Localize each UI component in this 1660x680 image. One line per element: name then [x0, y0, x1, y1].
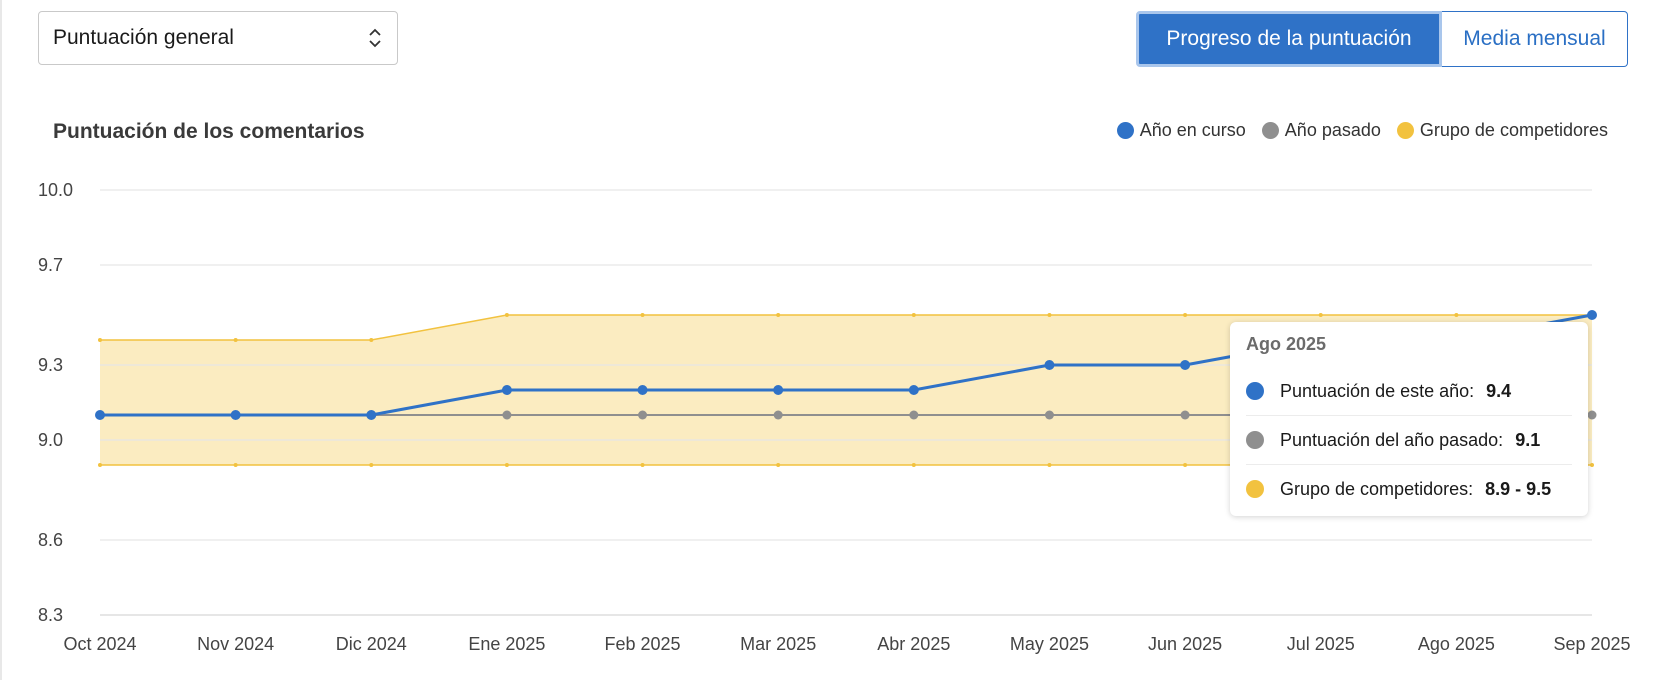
competitor-upper-point: [911, 313, 916, 317]
chevron-up-down-icon: [369, 28, 381, 48]
current-year-point: [230, 410, 241, 420]
x-tick-label: May 2025: [1010, 634, 1089, 654]
competitor-lower-point: [776, 463, 781, 467]
competitor-upper-point: [776, 313, 781, 317]
chart-title: Puntuación de los comentarios: [53, 120, 365, 143]
legend-label-current: Año en curso: [1139, 120, 1246, 140]
competitor-upper-point: [233, 338, 238, 342]
x-tick-label: Jun 2025: [1148, 634, 1222, 654]
tooltip-dot-last: [1246, 431, 1264, 449]
tooltip-label-current: Puntuación de este año:: [1280, 380, 1475, 401]
x-tick-label: Jul 2025: [1287, 634, 1355, 654]
monthly-average-button[interactable]: Media mensual: [1442, 11, 1628, 67]
y-tick-label: 9.3: [38, 355, 63, 375]
y-tick-label: 9.0: [38, 430, 63, 450]
tooltip-row-competitors: Grupo de competidores: 8.9 - 9.5: [1246, 465, 1572, 513]
tooltip-row-last: Puntuación del año pasado: 9.1: [1246, 416, 1572, 465]
current-year-point: [908, 385, 919, 395]
current-year-point: [637, 385, 648, 395]
y-tick-label: 10.0: [38, 180, 73, 200]
competitor-lower-point: [233, 463, 238, 467]
tooltip-value-competitors: 8.9 - 9.5: [1485, 478, 1552, 499]
last-year-point: [638, 410, 648, 420]
last-year-point: [773, 410, 783, 420]
last-year-point: [502, 410, 512, 420]
y-tick-label: 8.6: [38, 530, 63, 550]
x-tick-label: Ene 2025: [468, 634, 545, 654]
competitor-upper-point: [504, 313, 509, 317]
last-year-point: [909, 410, 919, 420]
score-progress-button[interactable]: Progreso de la puntuación: [1136, 11, 1442, 67]
tooltip-value-last: 9.1: [1515, 429, 1541, 450]
competitor-lower-point: [98, 463, 102, 467]
current-year-point: [366, 410, 377, 420]
competitor-lower-point: [369, 463, 374, 467]
competitor-lower-point: [911, 463, 916, 467]
x-tick-label: Ago 2025: [1418, 634, 1495, 654]
competitor-upper-point: [1047, 313, 1052, 317]
x-tick-label: Abr 2025: [877, 634, 950, 654]
competitor-upper-line: [100, 314, 1592, 341]
x-tick-label: Sep 2025: [1553, 634, 1630, 654]
tooltip-value-current: 9.4: [1486, 380, 1512, 401]
y-tick-label: 9.7: [38, 255, 63, 275]
score-type-value: Puntuación general: [53, 26, 234, 49]
x-tick-label: Nov 2024: [197, 634, 274, 654]
legend-item-last[interactable]: Año pasado: [1261, 120, 1381, 141]
chart-legend: Año en curso Año pasado Grupo de competi…: [1101, 120, 1608, 141]
last-year-point: [1044, 410, 1054, 420]
legend-dot-current: [1116, 122, 1134, 139]
legend-dot-last: [1261, 122, 1279, 139]
last-year-point: [1587, 410, 1597, 420]
competitor-lower-point: [504, 463, 509, 467]
tooltip-row-current: Puntuación de este año: 9.4: [1246, 367, 1572, 416]
competitor-upper-point: [1454, 313, 1459, 317]
view-toggle: Progreso de la puntuación Media mensual: [1136, 11, 1628, 67]
legend-item-competitors[interactable]: Grupo de competidores: [1396, 120, 1608, 141]
y-tick-label: 8.3: [38, 605, 63, 625]
competitor-upper-point: [1318, 313, 1323, 317]
x-tick-label: Dic 2024: [336, 634, 407, 654]
current-year-point: [1180, 360, 1191, 370]
legend-label-competitors: Grupo de competidores: [1419, 120, 1608, 140]
competitor-upper-point: [1183, 313, 1188, 317]
current-year-point: [95, 410, 105, 420]
x-tick-label: Mar 2025: [740, 634, 816, 654]
legend-item-current[interactable]: Año en curso: [1116, 120, 1246, 141]
score-type-select[interactable]: Puntuación general: [38, 11, 398, 65]
tooltip-title: Ago 2025: [1246, 334, 1327, 354]
x-tick-label: Feb 2025: [605, 634, 681, 654]
competitor-lower-point: [1183, 463, 1188, 467]
competitor-lower-point: [1047, 463, 1052, 467]
competitor-lower-point: [1590, 463, 1594, 467]
legend-label-last: Año pasado: [1284, 120, 1381, 140]
panel-edge: [0, 0, 2, 680]
legend-dot-competitors: [1396, 122, 1414, 139]
competitor-upper-point: [369, 338, 374, 342]
tooltip-label-competitors: Grupo de competidores:: [1280, 478, 1474, 499]
tooltip-dot-current: [1246, 382, 1264, 400]
last-year-point: [1180, 410, 1190, 420]
current-year-point: [1044, 360, 1055, 370]
competitor-upper-point: [98, 338, 102, 342]
chart-tooltip: Ago 2025 Puntuación de este año: 9.4 Pun…: [1230, 322, 1588, 516]
current-year-point: [1587, 310, 1597, 320]
x-tick-label: Oct 2024: [63, 634, 136, 654]
tooltip-dot-competitors: [1246, 480, 1264, 498]
current-year-point: [501, 385, 512, 395]
competitor-lower-point: [640, 463, 645, 467]
tooltip-label-last: Puntuación del año pasado:: [1280, 429, 1504, 450]
current-year-point: [773, 385, 784, 395]
competitor-upper-point: [640, 313, 645, 317]
